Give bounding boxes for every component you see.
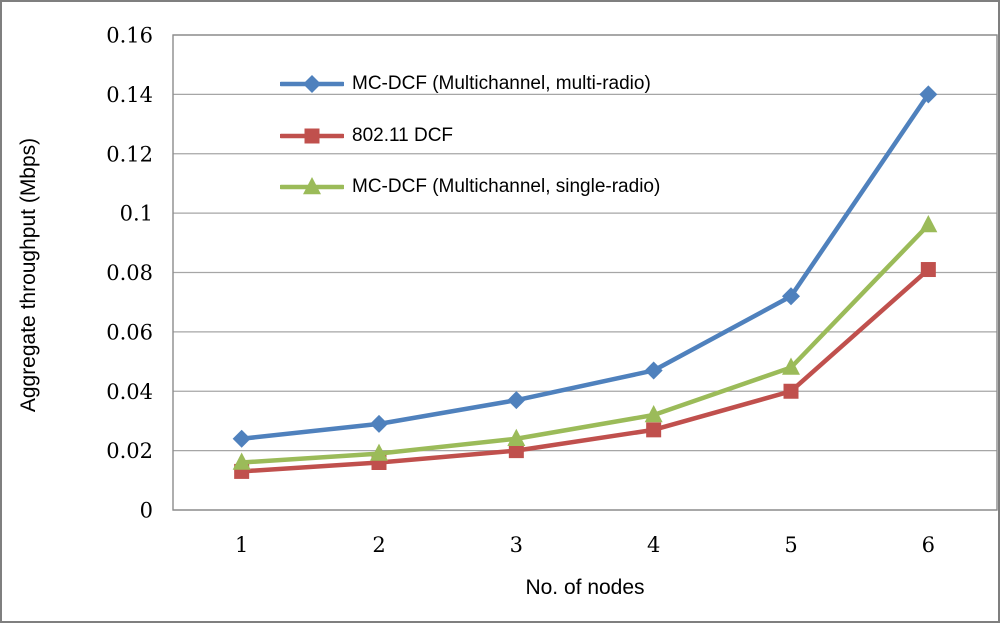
x-tick-label: 6	[922, 533, 935, 557]
data-point-diamond	[232, 429, 251, 448]
data-point-diamond	[507, 391, 526, 410]
y-tick-label: 0.02	[106, 439, 153, 463]
legend-item-mc-dcf-multi-radio: MC-DCF (Multichannel, multi-radio)	[280, 71, 651, 97]
data-point-square	[920, 262, 936, 278]
x-tick-label: 4	[647, 533, 660, 557]
y-axis-title: Aggregate throughput (Mbps)	[17, 137, 40, 413]
data-point-diamond	[782, 287, 800, 306]
legend-marker-square-icon	[280, 128, 344, 144]
series-line-0	[239, 92, 931, 441]
data-point-diamond	[644, 361, 663, 380]
data-point-triangle	[370, 443, 388, 461]
legend-marker-diamond-icon	[280, 75, 344, 93]
x-tick-label: 3	[510, 533, 523, 557]
data-point-triangle	[232, 452, 251, 470]
data-point-square	[646, 422, 662, 438]
x-tick-label: 2	[372, 533, 385, 557]
legend-sample-marker	[303, 75, 321, 93]
series-line-1	[239, 267, 931, 474]
y-tick-label: 0	[140, 499, 153, 523]
legend-label: MC-DCF (Multichannel, multi-radio)	[352, 73, 651, 94]
legend-label: MC-DCF (Multichannel, single-radio)	[352, 176, 661, 197]
x-tick-label: 5	[784, 533, 797, 557]
y-tick-label: 0.08	[106, 261, 153, 285]
data-point-triangle	[644, 405, 663, 423]
legend-item-80211-dcf: 802.11 DCF	[280, 123, 453, 149]
legend-marker-triangle-icon	[280, 177, 344, 195]
x-axis-title: No. of nodes	[525, 576, 645, 599]
data-point-triangle	[919, 215, 938, 233]
legend-sample-marker	[303, 177, 321, 195]
legend-sample-marker	[304, 128, 320, 144]
y-tick-label: 0.06	[106, 320, 153, 344]
x-tick-label: 1	[235, 533, 248, 557]
legend-label: 802.11 DCF	[352, 125, 454, 146]
y-tick-label: 0.12	[106, 142, 153, 166]
y-tick-label: 0.14	[106, 83, 153, 107]
y-tick-label: 0.16	[106, 24, 153, 48]
y-tick-label: 0.04	[106, 380, 153, 404]
data-point-diamond	[919, 85, 938, 104]
data-point-square	[508, 443, 524, 459]
data-point-diamond	[370, 414, 388, 433]
data-point-triangle	[507, 428, 526, 446]
data-point-square	[783, 383, 799, 399]
legend-item-mc-dcf-single-radio: MC-DCF (Multichannel, single-radio)	[280, 174, 660, 200]
data-point-triangle	[782, 357, 800, 375]
series-line-2	[239, 222, 931, 465]
plot-border	[172, 34, 998, 511]
y-tick-label: 0.1	[120, 202, 153, 226]
